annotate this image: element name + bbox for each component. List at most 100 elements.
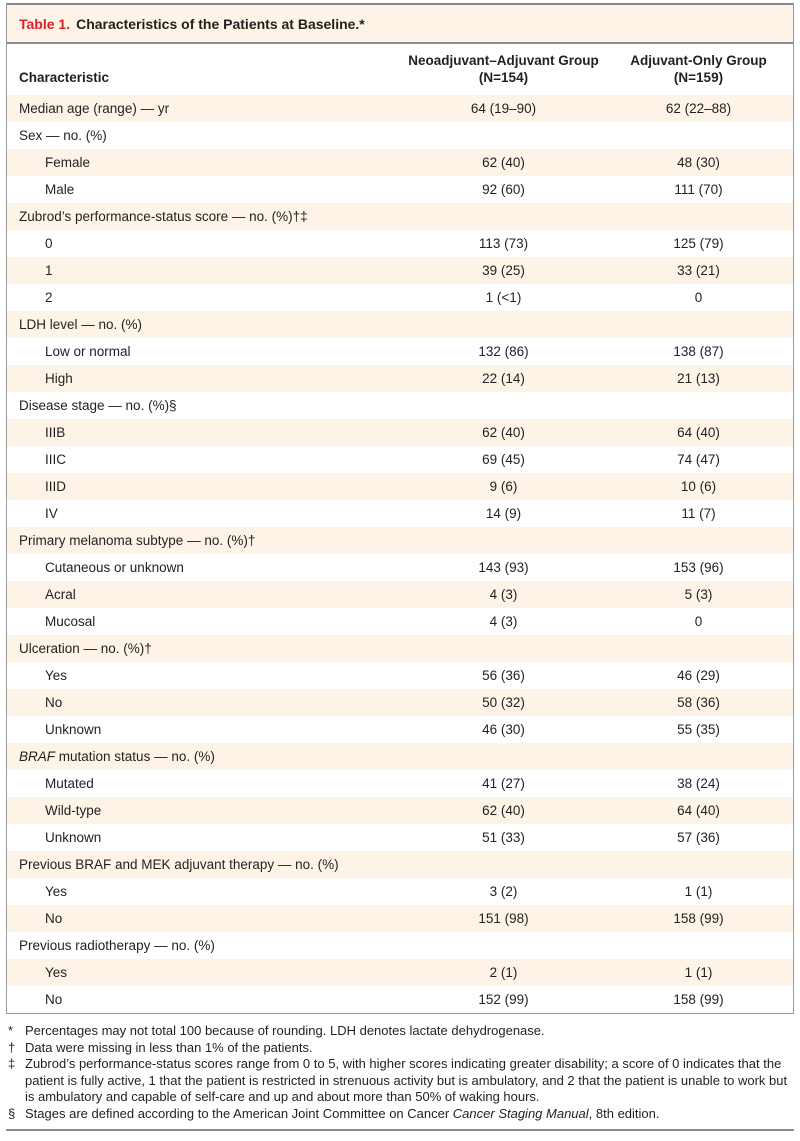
value-adjuvant-only: 138 (87): [673, 344, 724, 359]
row-label: Female: [45, 155, 91, 170]
table-row: Previous radiotherapy — no. (%): [7, 932, 793, 959]
footnote: ‡ Zubrod’s performance-status scores rang…: [8, 1056, 792, 1106]
table-row: BRAF mutation status — no. (%): [7, 743, 793, 770]
row-label: Primary melanoma subtype — no. (%)†: [19, 533, 256, 548]
value-adjuvant-only: 38 (24): [677, 776, 720, 791]
value-neoadjuvant-adjuvant: 3 (2): [489, 884, 518, 899]
value-adjuvant-only: 111 (70): [674, 182, 723, 197]
footnote: * Percentages may not total 100 because o…: [8, 1023, 792, 1040]
table-title-text: Characteristics of the Patients at Basel…: [76, 16, 365, 32]
value-neoadjuvant-adjuvant: 151 (98): [478, 911, 529, 926]
row-label: Yes: [45, 965, 68, 980]
row-label: Zubrod’s performance-status score — no. …: [19, 209, 308, 224]
row-label: No: [45, 911, 63, 926]
row-label: Sex — no. (%): [19, 128, 107, 143]
value-neoadjuvant-adjuvant: 152 (99): [478, 992, 529, 1007]
row-label: Unknown: [45, 830, 102, 845]
table-row: Acral 4 (3) 5 (3): [7, 581, 793, 608]
value-neoadjuvant-adjuvant: 132 (86): [478, 344, 529, 359]
value-neoadjuvant-adjuvant: 22 (14): [482, 371, 525, 386]
value-adjuvant-only: 74 (47): [677, 452, 720, 467]
value-neoadjuvant-adjuvant: 62 (40): [482, 155, 525, 170]
row-label: No: [45, 695, 63, 710]
table-row: Unknown 46 (30) 55 (35): [7, 716, 793, 743]
value-neoadjuvant-adjuvant: 62 (40): [482, 803, 525, 818]
value-neoadjuvant-adjuvant: 9 (6): [489, 479, 518, 494]
table-row: No 152 (99) 158 (99): [7, 986, 793, 1013]
value-neoadjuvant-adjuvant: 4 (3): [489, 587, 518, 602]
table-row: Yes 2 (1) 1 (1): [7, 959, 793, 986]
row-label: 2: [45, 290, 53, 305]
row-label: 0: [45, 236, 53, 251]
footnote-symbol: *: [8, 1023, 14, 1038]
table-row: Wild-type 62 (40) 64 (40): [7, 797, 793, 824]
table-row: Yes 56 (36) 46 (29): [7, 662, 793, 689]
table-row: Disease stage — no. (%)§: [7, 392, 793, 419]
row-label: Ulceration — no. (%)†: [19, 641, 152, 656]
row-label: Yes: [45, 884, 68, 899]
value-adjuvant-only: 57 (36): [677, 830, 720, 845]
row-label: Previous radiotherapy — no. (%): [19, 938, 215, 953]
row-label: 1: [45, 263, 53, 278]
table-row: Median age (range) — yr 64 (19–90) 62 (22–…: [7, 95, 793, 122]
footnote-symbol: §: [8, 1105, 16, 1121]
row-label: Mutated: [45, 776, 94, 791]
row-label: Disease stage — no. (%)§: [19, 398, 177, 413]
column-header-adjuvant-only-group: Adjuvant-Only Group (N=159): [606, 52, 791, 86]
table-row: Cutaneous or unknown 143 (93) 153 (96): [7, 554, 793, 581]
table-row: LDH level — no. (%): [7, 311, 793, 338]
row-label: IIIB: [45, 425, 66, 440]
footnote-symbol: †: [8, 1039, 16, 1055]
value-neoadjuvant-adjuvant: 69 (45): [482, 452, 525, 467]
table-row: IIIB 62 (40) 64 (40): [7, 419, 793, 446]
footnote-text: Zubrod’s performance-status scores range…: [25, 1056, 788, 1104]
value-adjuvant-only: 1 (1): [684, 965, 713, 980]
row-label: Yes: [45, 668, 68, 683]
row-label: LDH level — no. (%): [19, 317, 143, 332]
value-adjuvant-only: 48 (30): [677, 155, 720, 170]
value-neoadjuvant-adjuvant: 41 (27): [482, 776, 525, 791]
row-label: Previous BRAF and MEK adjuvant therapy —…: [19, 857, 339, 872]
value-adjuvant-only: 125 (79): [673, 236, 724, 251]
bottom-rule: [6, 1129, 794, 1131]
row-label: Median age (range) — yr: [19, 101, 170, 116]
value-adjuvant-only: 0: [694, 614, 703, 629]
value-neoadjuvant-adjuvant: 143 (93): [478, 560, 529, 575]
column-header-line-1: Adjuvant-Only Group: [630, 53, 767, 68]
row-label: Mucosal: [45, 614, 96, 629]
table-row: IIID 9 (6) 10 (6): [7, 473, 793, 500]
table-body: Median age (range) — yr 64 (19–90) 62 (22–…: [7, 95, 793, 1013]
footnote-text: Data were missing in less than 1% of the…: [25, 1039, 313, 1055]
value-neoadjuvant-adjuvant: 46 (30): [482, 722, 525, 737]
value-adjuvant-only: 153 (96): [673, 560, 724, 575]
value-adjuvant-only: 1 (1): [684, 884, 713, 899]
value-neoadjuvant-adjuvant: 92 (60): [482, 182, 525, 197]
table-row: Low or normal 132 (86) 138 (87): [7, 338, 793, 365]
value-neoadjuvant-adjuvant: 14 (9): [485, 506, 522, 521]
row-label: High: [45, 371, 73, 386]
value-neoadjuvant-adjuvant: 113 (73): [478, 236, 529, 251]
value-adjuvant-only: 64 (40): [677, 425, 720, 440]
column-header-line-1: Neoadjuvant–Adjuvant Group: [408, 53, 599, 68]
value-neoadjuvant-adjuvant: 39 (25): [482, 263, 525, 278]
value-neoadjuvant-adjuvant: 2 (1): [489, 965, 518, 980]
value-adjuvant-only: 158 (99): [673, 992, 724, 1007]
value-adjuvant-only: 62 (22–88): [665, 101, 732, 116]
table-number-label: Table 1.: [19, 16, 71, 32]
value-neoadjuvant-adjuvant: 62 (40): [482, 425, 525, 440]
table-row: Male 92 (60) 111 (70): [7, 176, 793, 203]
value-adjuvant-only: 158 (99): [673, 911, 724, 926]
row-label: Acral: [45, 587, 76, 602]
value-adjuvant-only: 58 (36): [677, 695, 720, 710]
value-adjuvant-only: 21 (13): [677, 371, 720, 386]
value-adjuvant-only: 33 (21): [677, 263, 720, 278]
value-neoadjuvant-adjuvant: 64 (19–90): [470, 101, 537, 116]
footnote: § Stages are defined according to the Ame…: [8, 1106, 792, 1123]
table-header-row: Characteristic Neoadjuvant–Adjuvant Grou…: [7, 44, 793, 95]
row-label: IIID: [45, 479, 67, 494]
value-adjuvant-only: 0: [694, 290, 703, 305]
baseline-characteristics-table: Table 1. Characteristics of the Patients …: [6, 3, 794, 1014]
table-row: IIIC 69 (45) 74 (47): [7, 446, 793, 473]
row-label: Wild-type: [45, 803, 102, 818]
